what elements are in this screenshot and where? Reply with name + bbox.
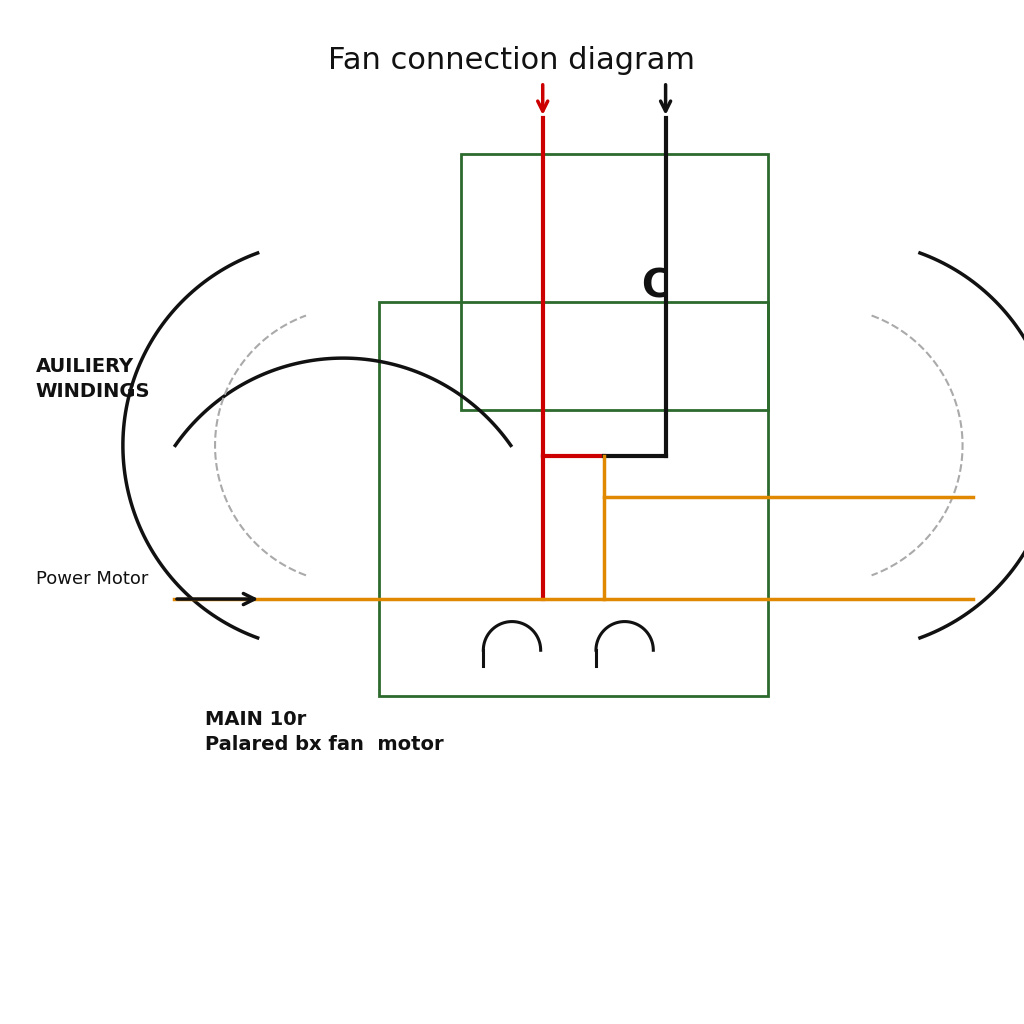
Text: Power Motor: Power Motor bbox=[36, 569, 148, 588]
Bar bbox=[461, 154, 768, 410]
Text: C: C bbox=[641, 267, 670, 306]
Bar bbox=[379, 302, 768, 696]
Text: AUILIERY
WINDINGS: AUILIERY WINDINGS bbox=[36, 357, 151, 400]
Text: MAIN 10r
Palared bx fan  motor: MAIN 10r Palared bx fan motor bbox=[205, 711, 443, 754]
Text: Fan connection diagram: Fan connection diagram bbox=[329, 46, 695, 75]
